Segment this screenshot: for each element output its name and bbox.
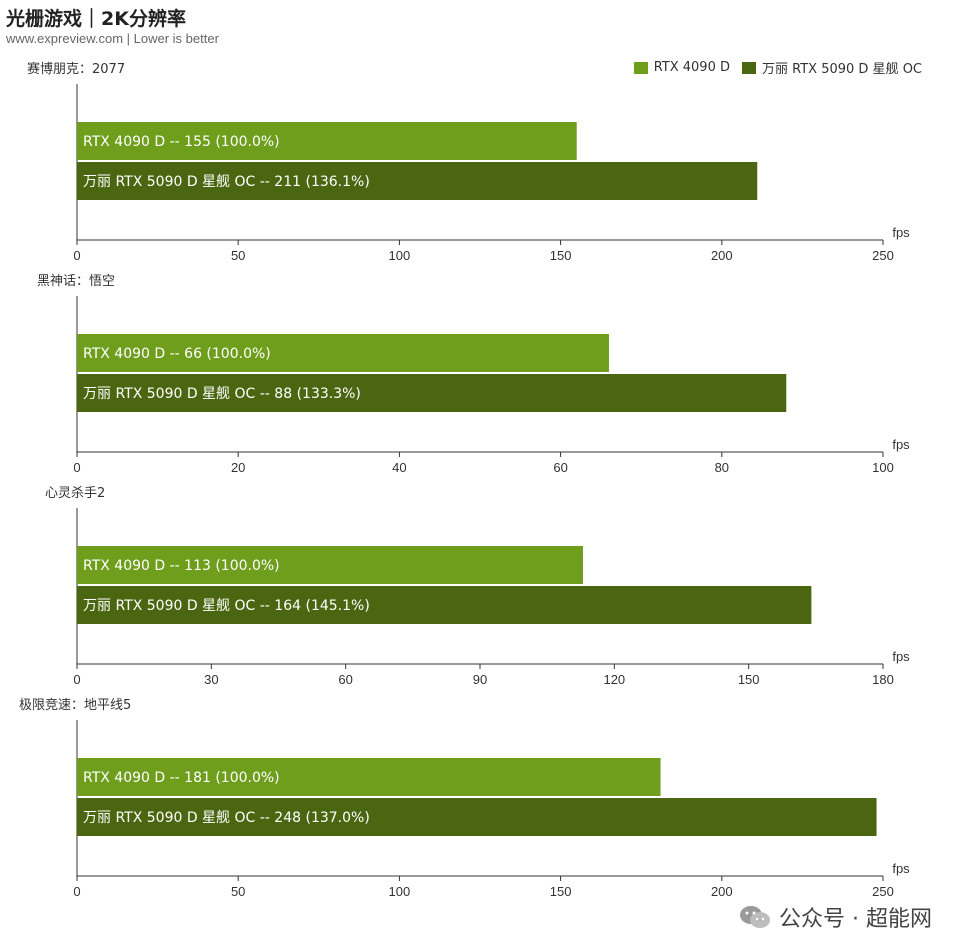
x-tick-label: 200 xyxy=(711,248,733,263)
bar xyxy=(77,334,609,372)
x-tick-label: 0 xyxy=(73,248,80,263)
page-title: 光栅游戏｜2K分辨率 xyxy=(6,8,186,30)
x-axis-unit: fps xyxy=(892,225,910,240)
x-tick-label: 50 xyxy=(231,884,245,899)
legend-label-rtx5090d: 万丽 RTX 5090 D 星舰 OC xyxy=(762,62,922,77)
bar-label: 万丽 RTX 5090 D 星舰 OC -- 164 (145.1%) xyxy=(83,598,370,614)
bar-label: 万丽 RTX 5090 D 星舰 OC -- 248 (137.0%) xyxy=(83,810,370,826)
page-subtitle: www.expreview.com | Lower is better xyxy=(6,31,219,46)
bar-label: RTX 4090 D -- 66 (100.0%) xyxy=(83,346,271,362)
chart-panel-2: 心灵杀手2 0 30 60 90 120 150 180 fps RTX 4090 D -- 11… xyxy=(45,486,910,687)
legend-item-rtx4090d[interactable]: RTX 4090 D xyxy=(633,58,730,77)
legend-swatch-rtx5090d xyxy=(742,61,756,74)
x-tick-label: 0 xyxy=(73,672,80,687)
x-tick-label: 150 xyxy=(550,884,572,899)
chart-panel-1: 黑神话：悟空 0 20 40 60 80 100 fps RTX 4090 D -- 66 (1… xyxy=(37,274,910,475)
x-tick-label: 90 xyxy=(473,672,487,687)
bar xyxy=(77,162,758,200)
chart-title: 赛博朋克：2077 xyxy=(27,61,125,77)
bar-label: 万丽 RTX 5090 D 星舰 OC -- 88 (133.3%) xyxy=(83,386,361,402)
bar-label: 万丽 RTX 5090 D 星舰 OC -- 211 (136.1%) xyxy=(83,174,370,190)
x-tick-label: 250 xyxy=(872,248,894,263)
x-tick-label: 100 xyxy=(389,248,411,263)
bar-label: RTX 4090 D -- 113 (100.0%) xyxy=(83,558,280,574)
x-tick-label: 60 xyxy=(338,672,352,687)
watermark-text: 公众号 · 超能网 xyxy=(779,907,932,932)
bar xyxy=(77,758,661,796)
chart-title: 黑神话：悟空 xyxy=(37,274,115,289)
x-tick-label: 80 xyxy=(715,460,729,475)
x-axis-unit: fps xyxy=(892,861,910,876)
x-tick-label: 20 xyxy=(231,460,245,475)
bar-label: RTX 4090 D -- 155 (100.0%) xyxy=(83,134,280,150)
x-tick-label: 0 xyxy=(73,460,80,475)
x-tick-label: 40 xyxy=(392,460,406,475)
bar xyxy=(77,586,812,624)
x-tick-label: 250 xyxy=(872,884,894,899)
x-tick-label: 120 xyxy=(603,672,625,687)
x-tick-label: 150 xyxy=(550,248,572,263)
chart-title: 极限竞速：地平线5 xyxy=(19,697,131,713)
legend-swatch-rtx4090d xyxy=(633,61,648,74)
bar xyxy=(77,546,583,584)
bar xyxy=(77,798,877,836)
x-axis-unit: fps xyxy=(892,437,910,452)
x-tick-label: 180 xyxy=(872,672,894,687)
bar-label: RTX 4090 D -- 181 (100.0%) xyxy=(83,770,280,786)
x-tick-label: 100 xyxy=(872,460,894,475)
x-axis-unit: fps xyxy=(892,649,910,664)
x-tick-label: 60 xyxy=(553,460,567,475)
x-tick-label: 200 xyxy=(711,884,733,899)
legend-label-rtx4090d: RTX 4090 D xyxy=(653,60,730,75)
x-tick-label: 0 xyxy=(73,884,80,899)
legend: RTX 4090 D 万丽 RTX 5090 D 星舰 OC xyxy=(633,58,922,77)
chart-title: 心灵杀手2 xyxy=(45,486,105,501)
x-tick-label: 150 xyxy=(738,672,760,687)
x-tick-label: 30 xyxy=(204,672,218,687)
watermark: 公众号 · 超能网 xyxy=(739,901,932,933)
x-tick-label: 50 xyxy=(231,248,245,263)
bar xyxy=(77,122,577,160)
chart-panel-0: 赛博朋克：2077 0 50 100 150 200 250 fps RTX 4090 D --… xyxy=(27,61,910,263)
legend-item-rtx5090d[interactable]: 万丽 RTX 5090 D 星舰 OC xyxy=(742,58,922,77)
wechat-icon xyxy=(740,906,771,928)
x-tick-label: 100 xyxy=(389,884,411,899)
chart-panel-3: 极限竞速：地平线5 0 50 100 150 200 250 fps RTX 4090 D --… xyxy=(19,697,910,899)
bar xyxy=(77,374,787,412)
